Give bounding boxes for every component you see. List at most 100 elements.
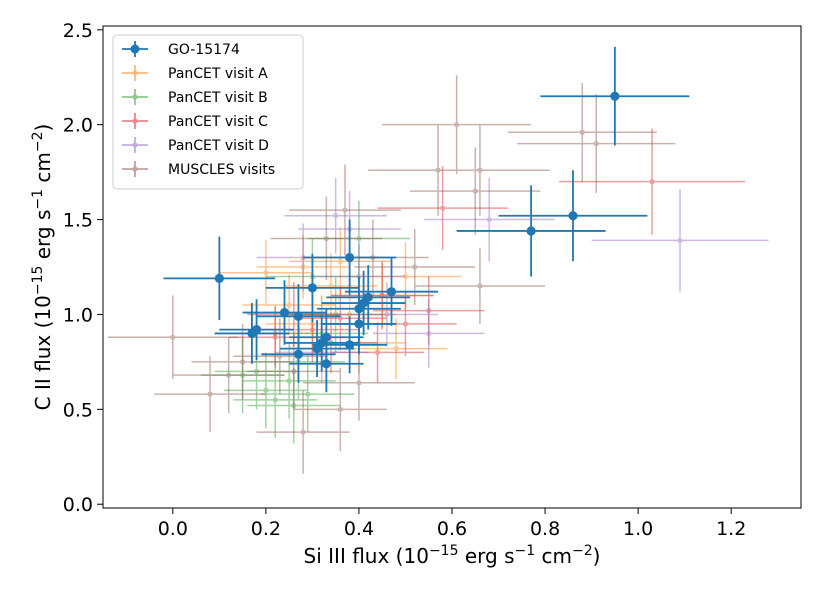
data-point [321,359,331,369]
data-point [345,252,355,263]
legend-entry [122,89,148,105]
x-tick-label: 0.6 [437,518,467,540]
data-point [300,264,306,270]
x-tick-label: 1.0 [623,518,653,540]
data-point [293,311,304,321]
plot-area [107,46,769,474]
data-point [337,406,343,412]
data-point [579,129,585,135]
data-point [486,216,492,223]
data-point [593,141,599,147]
data-point [356,380,362,386]
data-point [472,188,478,194]
y-axis: 0.0 0.5 1.0 1.5 2.0 2.5 [63,20,103,516]
data-point [568,211,578,221]
y-axis-label: C II flux (10−15 erg s−1 cm−2) [30,124,55,411]
data-point [426,330,432,337]
y-tick-label: 1.0 [63,304,93,326]
data-point [384,311,390,318]
data-point [454,122,460,128]
data-point [526,226,536,236]
data-point [426,308,432,314]
data-point [374,349,381,355]
legend-label: PanCET visit A [168,66,268,82]
data-point [309,321,315,327]
data-point [412,264,418,270]
data-point [649,179,655,185]
legend-label: MUSCLES visits [168,162,275,178]
x-tick-label: 0.2 [251,518,281,540]
data-point [279,307,290,318]
x-tick-label: 0.8 [530,518,560,540]
legend-marker [130,44,140,54]
x-axis: 0.0 0.2 0.4 0.6 0.8 1.0 1.2 [158,508,746,540]
legend-label: PanCET visit D [168,138,269,154]
legend-entry [122,161,148,177]
legend-entry [122,65,148,81]
y-tick-label: 1.5 [63,210,93,232]
data-point [342,207,348,213]
series-pancet-visit-b [200,200,411,444]
data-point [247,328,257,339]
legend-marker [132,118,138,124]
data-point [402,321,409,327]
data-point [435,167,441,173]
data-point [354,319,364,329]
legend-label: PanCET visit C [168,114,268,130]
legend-entry [122,113,148,129]
data-point [291,402,297,409]
data-point [309,327,315,333]
data-point [312,343,322,354]
legend-entry [122,137,148,153]
data-point [477,283,483,289]
data-point [386,287,397,297]
legend-entry [122,41,148,57]
y-tick-label: 0.5 [63,399,93,421]
data-point [293,349,304,359]
legend: GO-15174 PanCET visit A PanCET visit B PanC… [112,34,304,190]
y-tick-label: 2.0 [63,115,93,137]
data-point [610,91,620,101]
x-tick-label: 0.0 [158,518,188,540]
data-point [226,372,232,378]
data-point [337,258,343,264]
data-point [263,387,269,393]
data-point [253,368,260,374]
data-point [272,334,278,340]
data-point [333,213,339,219]
data-point [240,372,246,378]
legend-marker [132,70,138,76]
data-point [291,368,297,374]
data-point [677,237,683,244]
legend-marker [132,142,138,148]
y-tick-label: 2.5 [63,20,93,42]
y-tick-label: 0.0 [63,494,93,516]
data-point [272,397,278,403]
data-point [402,273,409,280]
data-point [263,270,269,276]
data-point [477,167,483,173]
legend-label: GO-15174 [168,42,240,58]
data-point [305,391,311,397]
data-point [345,340,355,350]
data-point [300,429,306,435]
series-pancet-visit-c [228,128,746,383]
data-point [393,345,399,352]
data-point [286,378,292,384]
legend-box [112,34,304,190]
data-point [323,235,329,242]
legend-label: PanCET visit B [168,90,268,106]
data-point [347,311,353,318]
data-point [356,235,362,242]
x-axis-label: Si III flux (10−15 erg s−1 cm−2) [304,543,601,568]
legend-marker [132,94,138,100]
legend-marker [132,166,138,172]
data-point [240,359,246,365]
data-point [286,302,292,308]
x-tick-label: 1.2 [716,518,746,540]
x-tick-label: 0.4 [344,518,374,540]
data-point [214,273,224,283]
data-point [440,205,446,211]
data-point [307,283,317,293]
